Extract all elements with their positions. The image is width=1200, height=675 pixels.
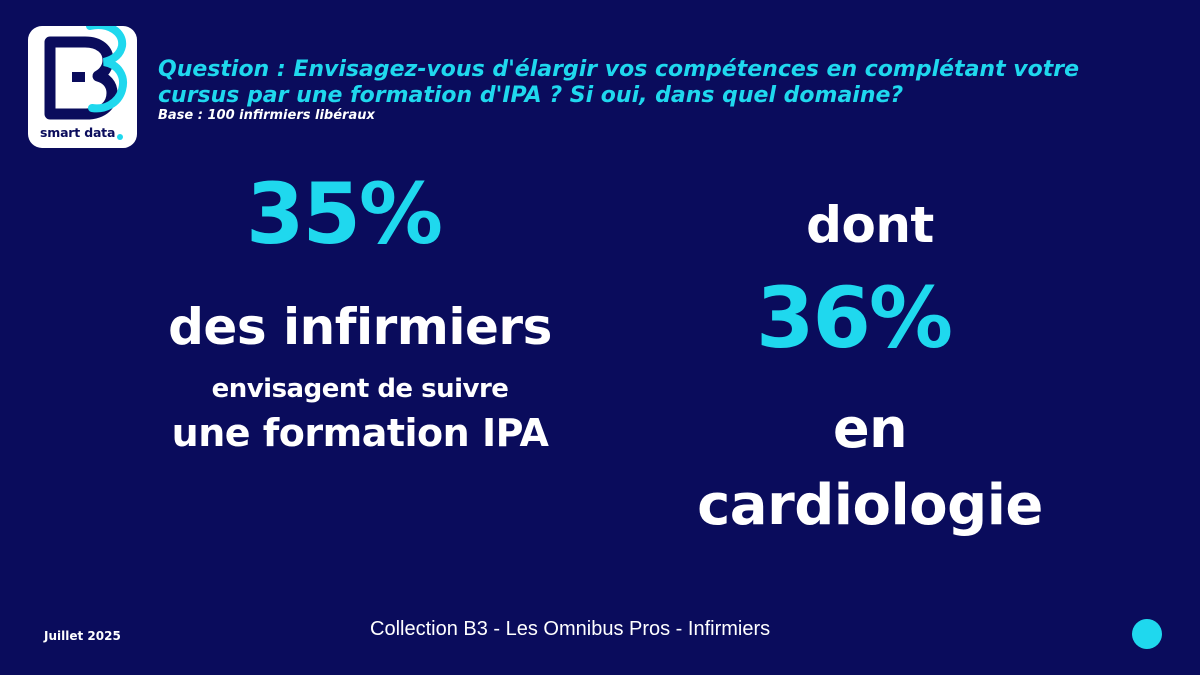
- footer-date: Juillet 2025: [44, 629, 121, 643]
- b3-logo-mark-icon: [44, 26, 127, 120]
- right-pre: dont: [806, 196, 934, 254]
- right-percentage: 36%: [756, 269, 953, 367]
- b3-logo: smart data: [28, 26, 137, 148]
- base-text: Base : 100 infirmiers libéraux: [158, 108, 375, 123]
- left-line-3: une formation IPA: [171, 411, 549, 455]
- left-line-1: des infirmiers: [168, 298, 552, 356]
- footer-dot: [1132, 619, 1162, 649]
- logo-dot: [117, 134, 123, 140]
- logo-text: smart data: [40, 125, 116, 140]
- left-line-2: envisagent de suivre: [211, 374, 509, 404]
- left-percentage: 35%: [246, 165, 443, 263]
- right-line-1: en: [832, 397, 908, 460]
- right-line-2: cardiologie: [697, 473, 1043, 538]
- footer-title: Collection B3 - Les Omnibus Pros - Infir…: [370, 618, 771, 640]
- question-text: Question : Envisagez-vous d'élargir vos …: [158, 57, 1080, 108]
